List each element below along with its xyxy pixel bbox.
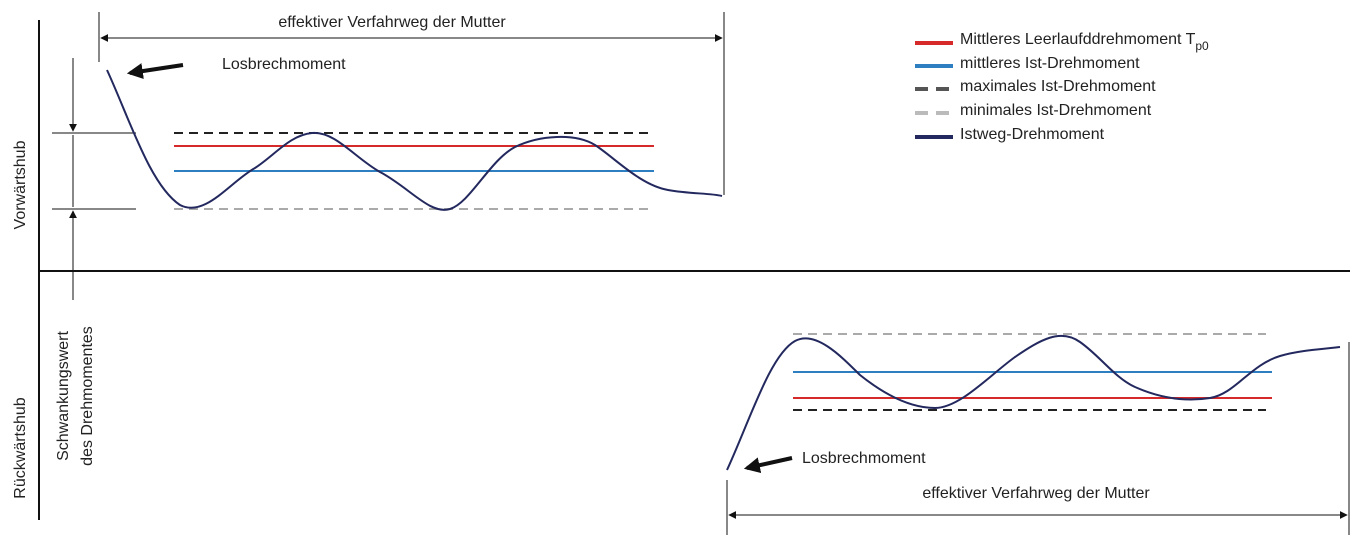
bottom-travel-label: effektiver Verfahrweg der Mutter	[922, 485, 1150, 502]
legend-label-max-actual: maximales Ist-Drehmoment	[960, 78, 1156, 95]
legend-label-mean-actual: mittleres Ist-Drehmoment	[960, 55, 1140, 72]
legend-label-torque-curve: Istweg-Drehmoment	[960, 126, 1105, 143]
legend-item-min-actual: minimales Ist-Drehmoment	[915, 102, 1152, 119]
top-breakaway-label: Losbrechmoment	[222, 56, 346, 73]
legend-item-torque-curve: Istweg-Drehmoment	[915, 126, 1105, 143]
legend-item-mean-actual: mittleres Ist-Drehmoment	[915, 55, 1140, 72]
bottom-torque-curve	[726, 334, 1341, 471]
legend-label-mean-idle: Mittleres Leerlaufddrehmoment Tp0	[960, 31, 1209, 53]
legend-label-mean-idle-subscript: p0	[1195, 39, 1209, 53]
legend-item-mean-idle: Mittleres Leerlaufddrehmoment Tp0	[915, 31, 1209, 53]
legend-label-mean-idle-main: Mittleres Leerlaufddrehmoment T	[960, 31, 1196, 48]
fluctuation-label-line1: Schwankungswert	[55, 331, 72, 461]
bottom-breakaway-arrow	[743, 456, 793, 474]
top-torque-curve	[106, 69, 723, 211]
bottom-breakaway-label: Losbrechmoment	[802, 450, 926, 467]
legend-item-max-actual: maximales Ist-Drehmoment	[915, 78, 1156, 95]
top-breakaway-arrow	[126, 63, 184, 79]
axis-label-forward: Vorwärtshub	[12, 140, 29, 229]
legend: Mittleres Leerlaufddrehmoment Tp0 mittle…	[915, 31, 1209, 143]
axis-label-backward: Rückwärtshub	[12, 397, 29, 498]
legend-label-min-actual: minimales Ist-Drehmoment	[960, 102, 1152, 119]
fluctuation-label-line2: des Drehmomentes	[79, 326, 96, 466]
top-travel-label: effektiver Verfahrweg der Mutter	[278, 14, 506, 31]
